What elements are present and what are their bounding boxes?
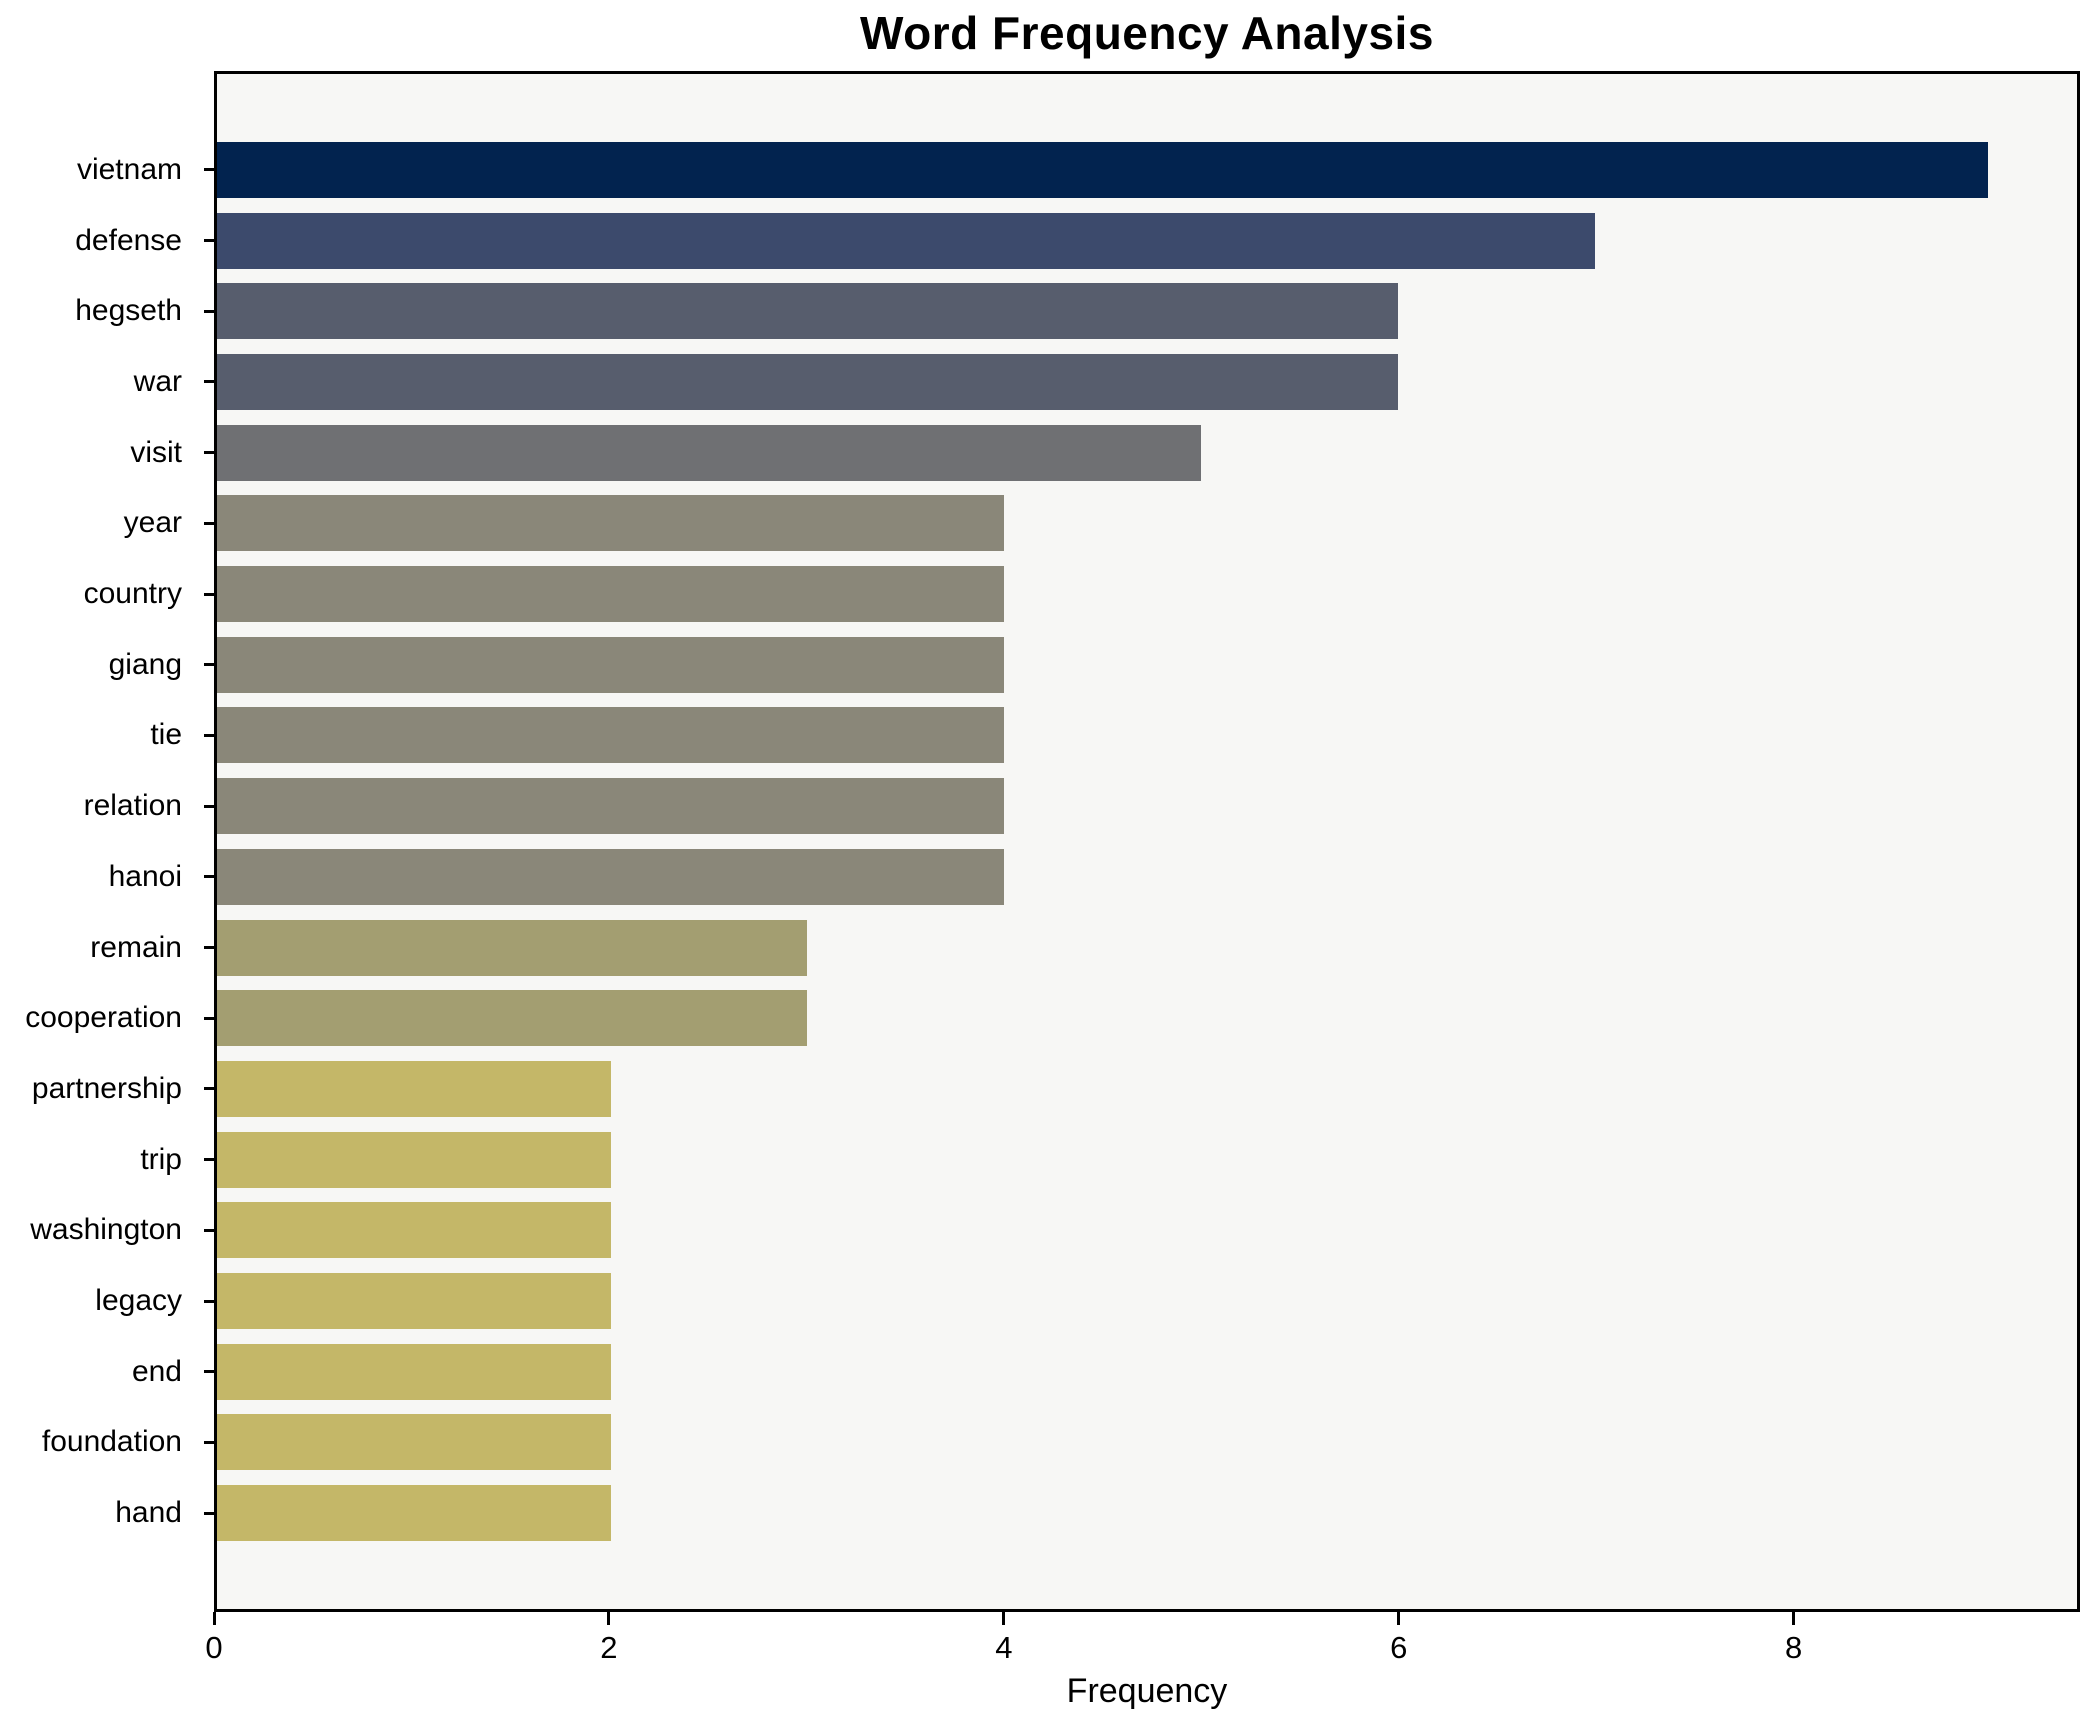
y-tick-mark — [204, 1016, 214, 1020]
x-tick-label: 4 — [995, 1630, 1013, 1665]
y-axis-label: end — [131, 1354, 182, 1388]
y-axis-label: partnership — [31, 1071, 182, 1105]
x-tick-mark — [1002, 1612, 1006, 1625]
y-tick-mark — [204, 875, 214, 879]
y-tick-mark — [204, 1299, 214, 1303]
bar — [217, 1485, 611, 1542]
y-axis-label: remain — [90, 930, 182, 964]
bar — [217, 1060, 611, 1117]
y-axis-label: hand — [115, 1496, 182, 1530]
y-tick-mark — [204, 804, 214, 808]
y-tick-mark — [204, 1440, 214, 1444]
y-tick-mark — [204, 592, 214, 596]
y-tick-mark — [204, 1370, 214, 1374]
y-tick-mark — [204, 1511, 214, 1515]
bar — [217, 1273, 611, 1330]
bar — [217, 1131, 611, 1188]
y-tick-mark — [204, 309, 214, 313]
y-axis-label: tie — [150, 718, 182, 752]
y-axis-label: visit — [130, 435, 182, 469]
y-tick-mark — [204, 239, 214, 243]
bar — [217, 848, 1005, 905]
y-tick-mark — [204, 733, 214, 737]
x-axis: 0 2 4 6 8 — [205, 1612, 2080, 1722]
y-axis-label: relation — [83, 789, 182, 823]
x-tick-mark — [1397, 1612, 1401, 1625]
y-tick-mark — [204, 521, 214, 525]
bar — [217, 212, 1595, 269]
bar — [217, 919, 808, 976]
bar — [217, 990, 808, 1047]
y-axis-label: washington — [30, 1213, 182, 1247]
bar — [217, 353, 1398, 410]
bar — [217, 1343, 611, 1400]
y-axis-label: hegseth — [75, 294, 182, 328]
bar — [217, 424, 1202, 481]
bar — [217, 707, 1005, 764]
y-axis-label: country — [83, 577, 182, 611]
y-axis-label: legacy — [95, 1284, 182, 1318]
y-axis-label: foundation — [41, 1425, 182, 1459]
x-tick-mark — [212, 1612, 216, 1625]
y-axis-label: vietnam — [76, 152, 182, 186]
y-axis-label: defense — [75, 223, 182, 257]
x-tick-label: 8 — [1785, 1630, 1803, 1665]
x-tick-label: 0 — [205, 1630, 223, 1665]
bar — [217, 495, 1005, 552]
y-axis: vietnam defense hegseth war visit year country… — [0, 71, 214, 1612]
y-axis-label: trip — [140, 1142, 182, 1176]
y-axis-label: year — [123, 506, 182, 540]
bar — [217, 636, 1005, 693]
y-tick-mark — [204, 946, 214, 950]
plot-area — [214, 71, 2080, 1612]
bar — [217, 283, 1398, 340]
x-tick-mark — [607, 1612, 611, 1625]
y-axis-label: war — [133, 364, 182, 398]
y-tick-mark — [204, 1158, 214, 1162]
bar — [217, 1202, 611, 1259]
bar — [217, 1414, 611, 1471]
y-tick-mark — [204, 1228, 214, 1232]
chart-title: Word Frequency Analysis — [860, 7, 1434, 59]
x-tick-label: 2 — [600, 1630, 618, 1665]
bar — [217, 141, 1989, 198]
x-tick-mark — [1792, 1612, 1796, 1625]
y-tick-mark — [204, 663, 214, 667]
y-axis-label: cooperation — [25, 1001, 182, 1035]
bar — [217, 566, 1005, 623]
y-tick-mark — [204, 168, 214, 172]
y-axis-label: giang — [108, 647, 182, 681]
x-tick-label: 6 — [1390, 1630, 1408, 1665]
y-tick-mark — [204, 1087, 214, 1091]
y-tick-mark — [204, 380, 214, 384]
x-axis-label: Frequency — [1066, 1672, 1228, 1710]
bar — [217, 778, 1005, 835]
y-axis-label: hanoi — [108, 859, 182, 893]
y-tick-mark — [204, 451, 214, 455]
